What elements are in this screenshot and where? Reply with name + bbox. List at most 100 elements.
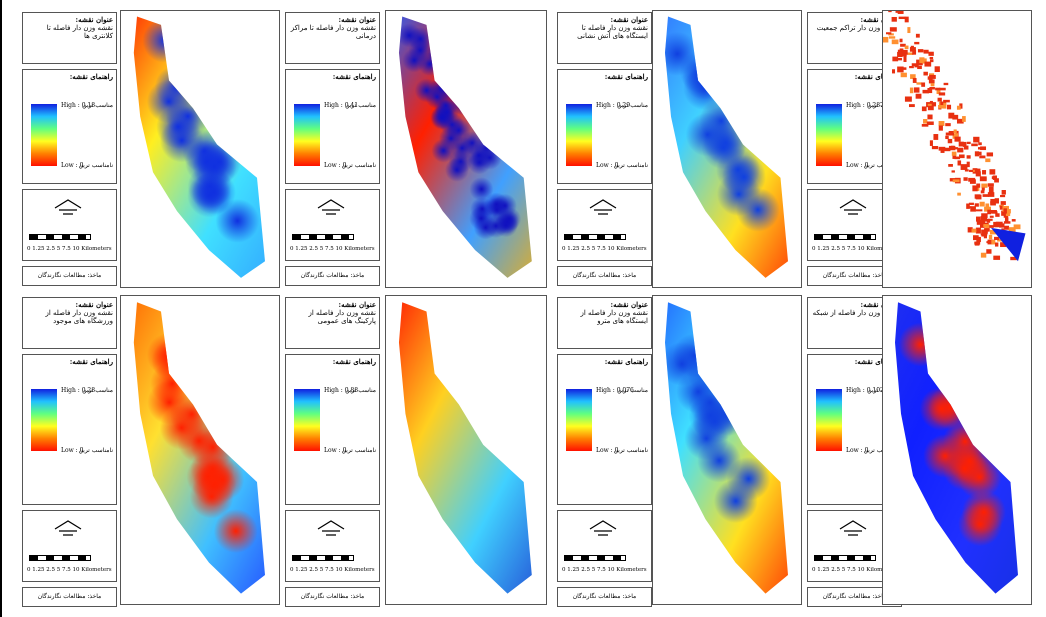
population-cell [1008,227,1016,233]
low-text: نامناسب ترین [78,447,113,454]
population-cell [923,49,929,54]
population-cell [956,118,964,124]
distance-blob [437,70,462,95]
population-cell [898,16,906,20]
distance-blob [683,66,728,111]
population-cell [954,156,961,160]
high-label: High : 0.29 [596,102,631,109]
legend-panel: عنوان نقشه: نقشه وزن دار فاصله از پارکینگ… [285,297,380,607]
map-title: نقشه وزن دار فاصله تا مراکز درمانی [290,24,376,40]
population-cell [904,96,912,102]
high-label: High : 0.18 [61,102,96,109]
population-cell [968,177,976,182]
legend-panel: عنوان نقشه: نقشه وزن دار فاصله تا ایستگاه… [557,12,652,286]
population-cell [980,190,985,194]
population-cell [922,58,927,64]
low-label: Low : 0 [846,162,869,169]
high-label: High : 0.076 [596,387,634,394]
title-box: عنوان نقشه: نقشه وزن دار فاصله از ایستگاه… [557,297,652,349]
legend-panel: عنوان نقشه: نقشه وزن دار فاصله از ایستگاه… [557,297,652,607]
scale-bar [564,555,626,561]
low-text: نامناسب ترین [78,162,113,169]
population-cell [938,121,945,126]
source-text: ماخذ: مطالعات نگارندگان [285,587,380,607]
population-cell [971,228,977,233]
legend-box: راهنمای نقشه: High : 0.29 مناسب ترین Low : … [557,69,652,184]
population-cell [927,103,932,106]
population-cell [899,48,904,53]
population-cell [989,225,994,228]
population-cell [985,203,990,210]
population-cell [903,49,908,55]
population-cell [909,87,914,94]
distance-blob [190,447,235,492]
population-cell [946,104,952,110]
scale-text: 0 1.25 2.5 5 7.5 10 Kilometers [27,246,112,252]
legend-label: راهنمای نقشه: [604,357,648,366]
population-cell [916,82,922,85]
population-cell [907,27,911,34]
population-cell [987,209,992,215]
population-cell [963,145,969,150]
map-surface [665,16,788,278]
color-ramp [294,389,320,451]
population-cell [957,147,964,153]
north-icon [839,520,867,536]
population-cell [981,187,985,191]
distance-blob [444,157,469,182]
map-frame [385,295,547,605]
population-cell [931,102,937,107]
low-text: نامناسب ترین [341,162,376,169]
population-cell [994,236,1000,241]
population-cell [888,36,896,39]
population-cell [923,119,928,124]
map [133,16,265,278]
high-zone [991,227,1026,262]
population-cell [966,203,970,209]
scale-box: 0 1.25 2.5 5 7.5 10 Kilometers [22,189,117,261]
population-cell [986,249,992,254]
population-cell [938,146,946,151]
population-cell [979,201,985,207]
population-cell [988,234,993,240]
population-cell [951,170,955,173]
population-cell [984,228,990,232]
population-cell [972,185,978,192]
population-cell [979,155,986,159]
population-cell [940,101,947,106]
distance-blob [703,121,748,166]
population-cell [1004,225,1010,230]
high-label: High : 0.287 [846,102,884,109]
title-label: عنوان نقشه: [75,300,114,309]
population-cell [995,213,1000,217]
population-cell [958,141,964,147]
population-cell [1004,217,1009,223]
population-cell [980,233,988,236]
population-cell [987,239,994,245]
population-cell [940,149,945,153]
scale-text: 0 1.25 2.5 5 7.5 10 Kilometers [27,567,112,573]
population-cell [982,229,988,234]
population-cell [912,49,917,55]
population-cell [970,206,976,212]
population-cell [897,10,904,14]
population-cell [945,123,951,127]
population-cell [1003,221,1011,224]
source-text: ماخذ: مطالعات نگارندگان [557,266,652,286]
population-cell [1001,190,1006,195]
population-cell [903,56,907,62]
north-icon [317,520,345,536]
map [398,302,532,594]
population-cell [909,65,914,69]
population-cell [938,125,943,131]
map-surface [133,302,265,594]
population-cell [910,74,916,79]
distance-blob [919,386,964,431]
population-cell [951,151,957,156]
population-cell [973,136,980,143]
population-cell [999,205,1004,210]
legend-label: راهنمای نقشه: [332,357,376,366]
legend-box: راهنمای نقشه: High : 0.076 مناسب ترین Low :… [557,354,652,505]
scale-box: 0 1.25 2.5 5 7.5 10 Kilometers [285,510,380,582]
scale-box: 0 1.25 2.5 5 7.5 10 Kilometers [557,189,652,261]
